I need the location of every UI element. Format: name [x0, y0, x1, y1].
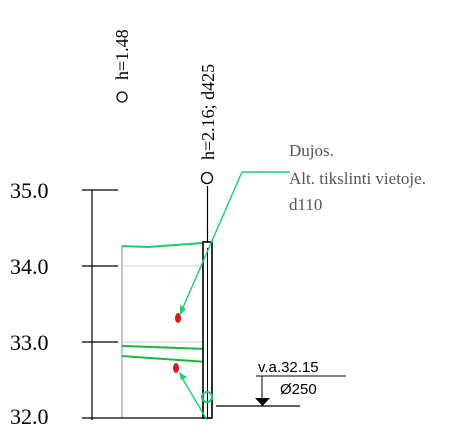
callout-line-3: d110	[289, 195, 322, 214]
callout-arrowhead-lower	[179, 372, 187, 380]
gas-marker-lower	[173, 363, 179, 373]
tick-label-35: 35.0	[10, 178, 49, 203]
callout-line-1: Dujos.	[289, 141, 334, 160]
tick-label-33: 33.0	[10, 330, 49, 355]
layer-line-upper	[121, 345, 208, 350]
pipe-marker-circle	[201, 391, 213, 403]
level-elevation-label: v.a.32.15	[258, 359, 319, 376]
right-point-label: h=2.16; d425	[198, 64, 218, 160]
callout-leader-gas	[180, 171, 243, 313]
callout-line-2: Alt. tikslinti vietoje.	[289, 169, 426, 188]
tick-label-34: 34.0	[10, 254, 49, 279]
right-point-marker	[200, 171, 214, 185]
ground-surface-line	[121, 242, 204, 249]
gas-marker-upper	[175, 313, 181, 323]
left-point-label: h=1.48	[112, 29, 132, 80]
callout-arrowhead-upper	[180, 305, 186, 315]
leader-lower-gas	[180, 375, 208, 421]
level-triangle	[255, 398, 270, 406]
tick-label-32: 32.0	[10, 404, 49, 426]
level-diameter-label: Ø250	[280, 381, 317, 398]
left-point-marker	[116, 91, 128, 103]
layer-line-lower	[121, 355, 208, 363]
